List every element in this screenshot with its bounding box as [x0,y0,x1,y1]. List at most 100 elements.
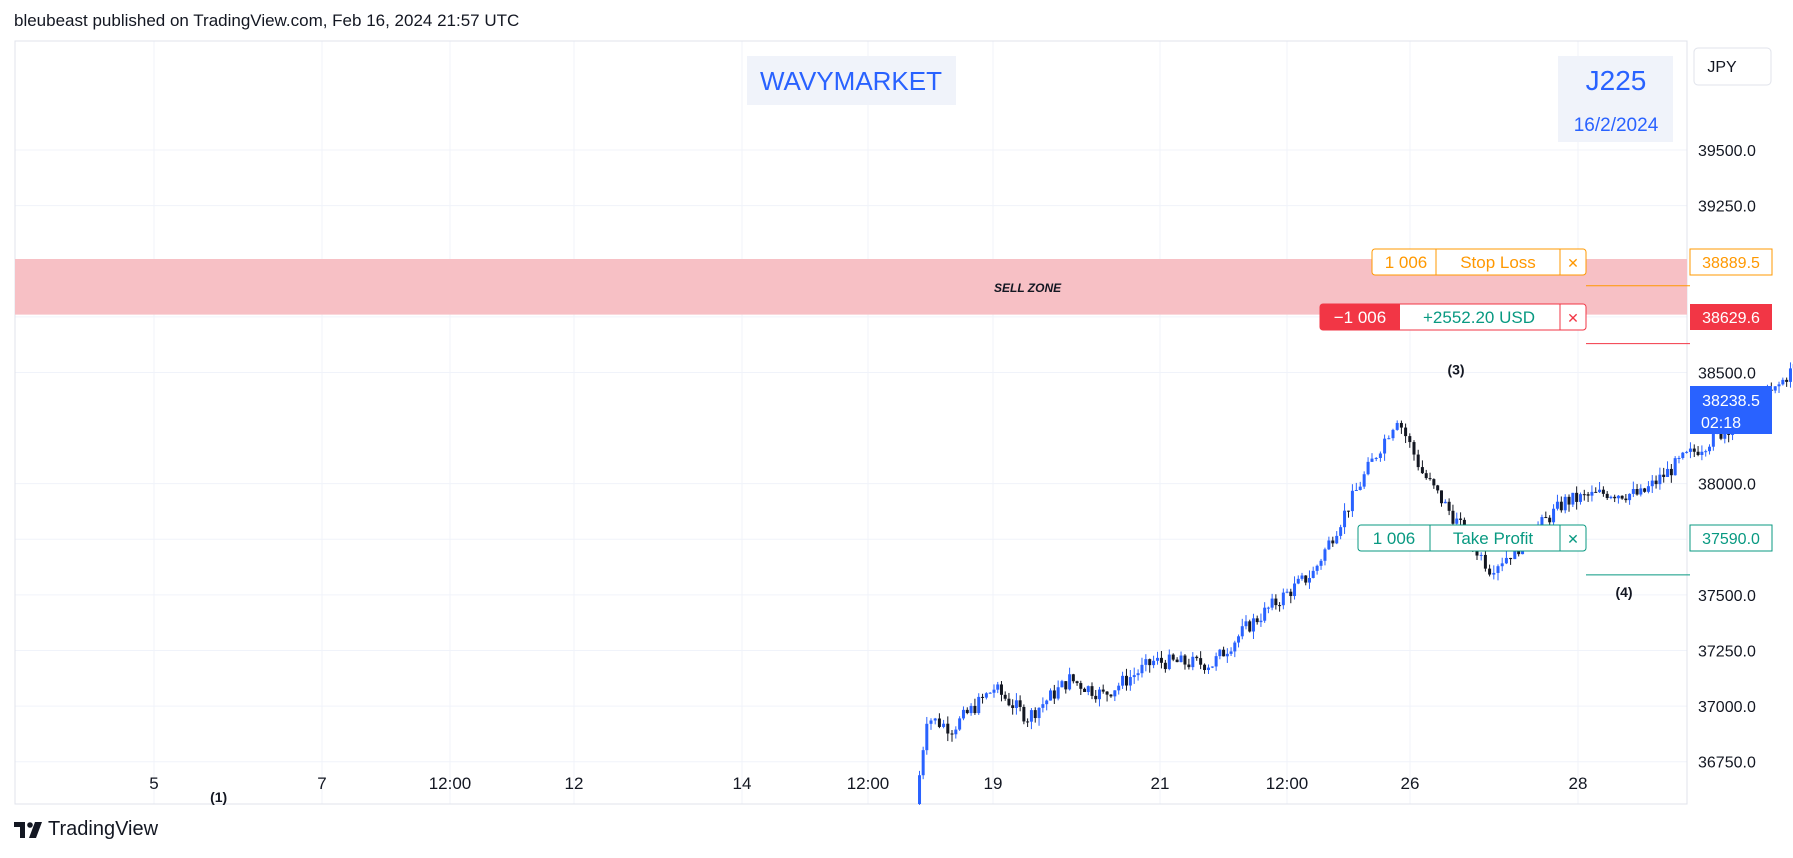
candle-body [1704,451,1708,453]
candle-body [1045,700,1049,705]
currency-button[interactable]: JPY [1693,47,1772,86]
time-tick-label: 5 [149,774,158,793]
candle-body [1179,655,1183,663]
brand-box[interactable]: WAVYMARKET [747,56,956,105]
candle-body [1708,446,1712,452]
candle-body [1307,578,1311,583]
take-profit-close-icon[interactable]: ✕ [1567,532,1579,548]
candle-body [942,723,946,727]
candle-body [961,709,965,719]
candle-body [1259,620,1263,623]
price-axis[interactable]: 39500.039250.039000.038750.038500.038000… [1698,143,1756,772]
candle-body [992,689,996,693]
candle-body [950,733,954,735]
candle-body [984,693,988,698]
position-close-icon[interactable]: ✕ [1567,311,1579,327]
price-tick-label: 37000.0 [1698,699,1756,716]
candle-body [1408,436,1412,443]
candle-body [1327,540,1331,550]
stop-loss-close-icon[interactable]: ✕ [1567,256,1579,272]
take-profit-order[interactable]: 1 006 Take Profit ✕ 37590.0 [1357,524,1773,552]
candle-body [1378,453,1382,458]
candle-body [1300,575,1304,579]
candle-body [1218,649,1222,657]
tradingview-logo[interactable]: TradingView [14,818,158,841]
candle-body [1578,494,1582,502]
candle-body [1685,451,1689,453]
candle-body [1609,496,1613,499]
time-tick-label: 14 [733,774,752,793]
candle-body [946,723,950,734]
candle-body [1071,674,1075,682]
candle-body [1052,690,1056,699]
candle-body [996,684,1000,690]
stop-loss-order[interactable]: 1 006 Stop Loss ✕ 38889.5 [1371,248,1773,276]
candle-body [1206,667,1210,671]
candle-body [1319,560,1323,566]
candle-body [1222,649,1226,657]
position-order[interactable]: −1 006 +2552.20 USD ✕ 38629.6 [1319,303,1772,331]
candle-body [1677,457,1681,459]
time-axis[interactable]: 5 7 12:00 12 14 12:00 19 21 12:00 26 28 [149,774,1587,793]
candle-body [1455,518,1459,524]
candle-body [1420,467,1424,474]
candle-body [1399,422,1403,428]
candle-body [1544,517,1548,519]
time-tick-label: 26 [1401,774,1420,793]
candle-body [1105,691,1109,695]
candle-body [1559,501,1563,511]
publish-header: bleubeast published on TradingView.com, … [14,11,520,30]
candle-body [988,692,992,694]
candle-body [1412,442,1416,455]
candle-body [1681,452,1685,458]
candle-body [1428,478,1432,480]
candle-body [1311,570,1315,579]
candle-body [1395,422,1399,430]
stop-loss-qty: 1 006 [1385,253,1428,272]
candle-body [1136,673,1140,676]
candle-body [1594,491,1598,493]
time-tick-label: 12:00 [429,774,472,793]
candle-body [954,729,958,735]
candle-body [1571,492,1575,505]
symbol-box[interactable]: J225 16/2/2024 [1558,56,1673,142]
candle-body [1700,451,1704,455]
candle-body [1289,591,1293,597]
candle-body [1358,486,1362,490]
candle-body [1331,540,1335,544]
candle-body [1563,496,1567,511]
currency-label: JPY [1707,59,1737,76]
candle-body [1404,427,1408,437]
candle-body [1229,651,1233,654]
candle-body [1033,710,1037,719]
candle-body [1711,431,1715,447]
candle-body [1631,489,1635,494]
candle-body [1488,568,1492,575]
wave-label: (4) [1615,584,1632,600]
candle-body [1029,710,1033,722]
candle-body [1097,689,1101,700]
candle-body [1785,379,1789,382]
candle-body [1582,494,1586,496]
candle-body [1343,510,1347,528]
candle-body [1233,642,1237,652]
candle-body [1723,431,1727,439]
position-price-badge [1690,304,1772,330]
candle-body [1366,461,1370,475]
candle-body [1255,618,1259,623]
candle-body [1598,489,1602,493]
candle-body [1383,438,1387,454]
price-tick-label: 38000.0 [1698,477,1756,494]
candle-body [1575,492,1579,502]
candle-body [1370,458,1374,462]
candle-body [1037,707,1041,719]
candle-body [1156,657,1160,661]
take-profit-qty: 1 006 [1373,529,1416,548]
candle-body [1692,448,1696,452]
candle-body [1605,493,1609,499]
symbol-text: J225 [1586,65,1647,96]
candle-body [1251,618,1255,632]
candle-body [1673,458,1677,476]
candle-body [1781,379,1785,385]
